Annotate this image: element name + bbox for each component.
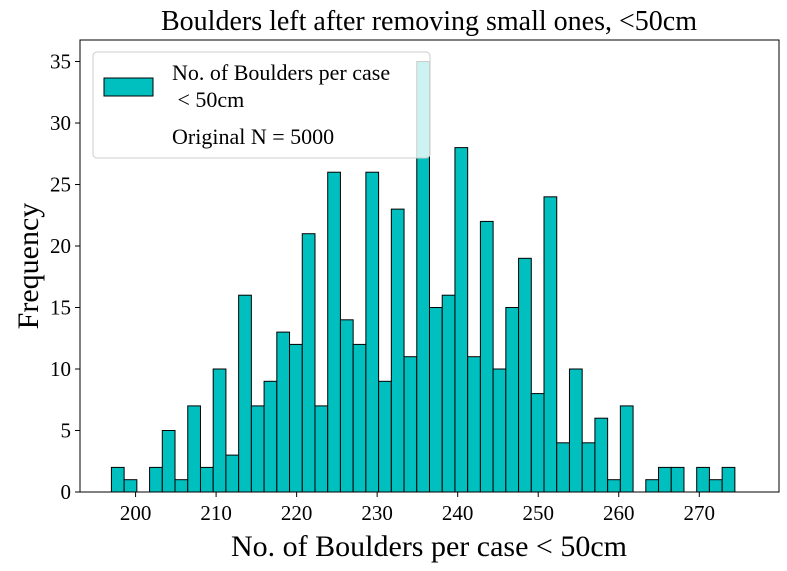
histogram-bar [187, 405, 201, 493]
histogram-bar [619, 405, 634, 493]
histogram-bar [339, 319, 354, 493]
x-tick-label: 210 [200, 501, 232, 525]
histogram-bar [568, 368, 583, 493]
histogram-bar [352, 343, 367, 493]
histogram-bar [250, 405, 265, 493]
histogram-bar [543, 196, 558, 493]
histogram-bar [658, 466, 672, 493]
y-tick-label: 25 [50, 173, 71, 197]
x-tick-label: 250 [522, 501, 554, 525]
histogram-bar [594, 417, 609, 493]
histogram-bar [289, 343, 303, 493]
x-tick-label: 230 [361, 501, 393, 525]
y-tick-label: 10 [50, 357, 71, 381]
histogram-bar [708, 479, 723, 493]
chart-title: Boulders left after removing small ones,… [161, 6, 697, 37]
histogram-bar [199, 466, 214, 493]
histogram-bar [645, 479, 660, 493]
histogram-bar [301, 233, 316, 493]
histogram-bar [110, 466, 125, 493]
histogram-bar [390, 208, 405, 493]
histogram-bar [149, 466, 163, 493]
histogram-bar [581, 442, 596, 493]
legend-box [92, 51, 431, 159]
histogram-bar [454, 147, 469, 493]
legend-original-n: Original N = 5000 [172, 124, 334, 149]
histogram-bar [479, 220, 494, 493]
histogram-bar [530, 393, 545, 493]
y-tick-label: 0 [61, 480, 72, 504]
histogram-bar [276, 331, 291, 493]
histogram-bar [696, 466, 710, 493]
histogram-bar [492, 368, 507, 493]
histogram-bar [505, 307, 520, 493]
x-tick-label: 270 [684, 501, 716, 525]
histogram-bar [225, 454, 240, 493]
x-tick-label: 240 [442, 501, 474, 525]
histogram-bar [365, 171, 380, 493]
y-axis-ticks: 0 5 10 15 20 25 30 35 [50, 50, 80, 504]
histogram-bar [556, 442, 570, 493]
x-axis-label: No. of Boulders per case < 50cm [231, 530, 627, 563]
y-tick-label: 35 [50, 50, 71, 74]
plot-frame [79, 39, 780, 493]
histogram-bar [378, 380, 392, 493]
histogram-bar [670, 466, 685, 493]
histogram-bar [518, 257, 532, 493]
y-axis-label: Frequency [12, 203, 45, 330]
x-tick-label: 260 [603, 501, 635, 525]
legend-swatch [103, 77, 154, 97]
histogram-bar [212, 368, 227, 493]
x-tick-label: 220 [281, 501, 313, 525]
histogram-bar [314, 405, 329, 493]
histogram-bar [467, 356, 481, 493]
histogram-bar [161, 430, 176, 493]
histogram-bar [263, 380, 278, 493]
histogram-bar [721, 466, 736, 493]
y-tick-label: 15 [50, 296, 71, 320]
histogram-bar [441, 294, 456, 493]
histogram-bar [123, 479, 138, 493]
histogram-bar [607, 479, 621, 493]
histogram-bar [174, 479, 189, 493]
histogram-bar [429, 307, 443, 493]
y-tick-label: 20 [50, 234, 71, 258]
x-tick-label: 200 [120, 501, 152, 525]
y-tick-label: 30 [50, 111, 71, 135]
legend: No. of Boulders per case < 50cm Original… [92, 51, 431, 159]
y-tick-label: 5 [61, 419, 72, 443]
histogram-bar [327, 171, 341, 493]
histogram-bar [238, 294, 252, 493]
x-axis-ticks: 200 210 220 230 240 250 260 270 [120, 492, 715, 525]
histogram-bar [403, 356, 418, 493]
legend-series-label-line1: No. of Boulders per case [172, 60, 390, 85]
legend-series-label-line2: < 50cm [172, 87, 244, 112]
